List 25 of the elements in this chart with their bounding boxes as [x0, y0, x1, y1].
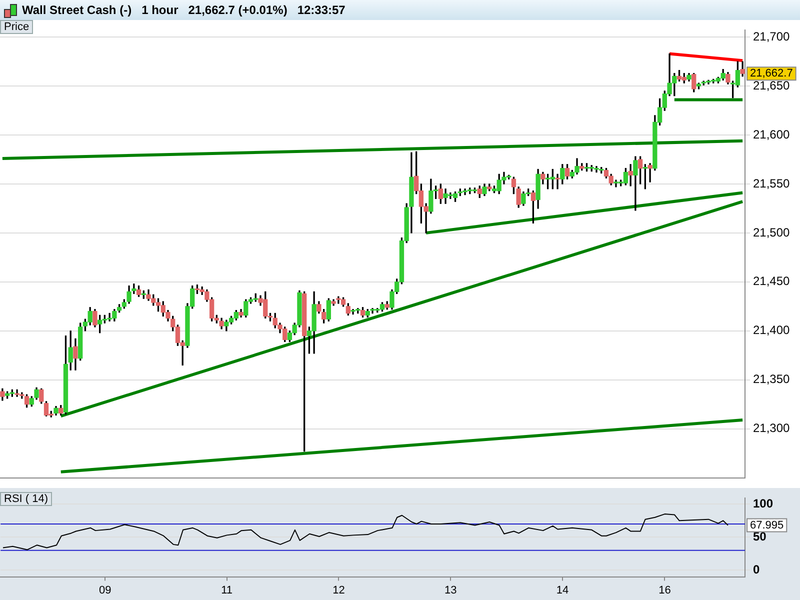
y-tick-label: 21,300: [753, 421, 790, 436]
x-tick-label: 11: [221, 584, 233, 596]
y-tick-label: 100: [753, 496, 774, 510]
text: 67.995: [750, 519, 784, 532]
y-tick-label: 21,700: [753, 29, 790, 44]
x-tick-label: 09: [99, 584, 112, 596]
y-tick-label: 21,600: [753, 127, 790, 142]
y-tick-label: 0: [753, 562, 760, 577]
candlestick: [555, 174, 560, 190]
x-tick-label: 16: [658, 584, 671, 596]
x-tick-label: 14: [556, 584, 569, 596]
x-tick-label: 13: [444, 584, 457, 596]
chart-title: RSI ( 14): [0, 492, 52, 506]
y-tick-label: 21,550: [753, 176, 790, 190]
chart-subtitle: Price: [0, 20, 34, 34]
y-tick-label: 21,500: [753, 225, 790, 240]
y-tick-label: 21,350: [753, 372, 790, 386]
y-tick-label: 21,650: [753, 78, 790, 92]
candlestick: [628, 164, 633, 186]
y-tick-label: 21,450: [753, 274, 790, 288]
y-tick-label: 50: [753, 529, 767, 544]
x-tick-label: 12: [332, 584, 345, 596]
text: 21,662.7: [750, 68, 793, 80]
y-tick-label: 21,400: [753, 323, 790, 338]
chart-title: Wall Street Cash (-) 1 hour 21,662.7 (+0.01%) 12:33:57: [22, 3, 346, 17]
